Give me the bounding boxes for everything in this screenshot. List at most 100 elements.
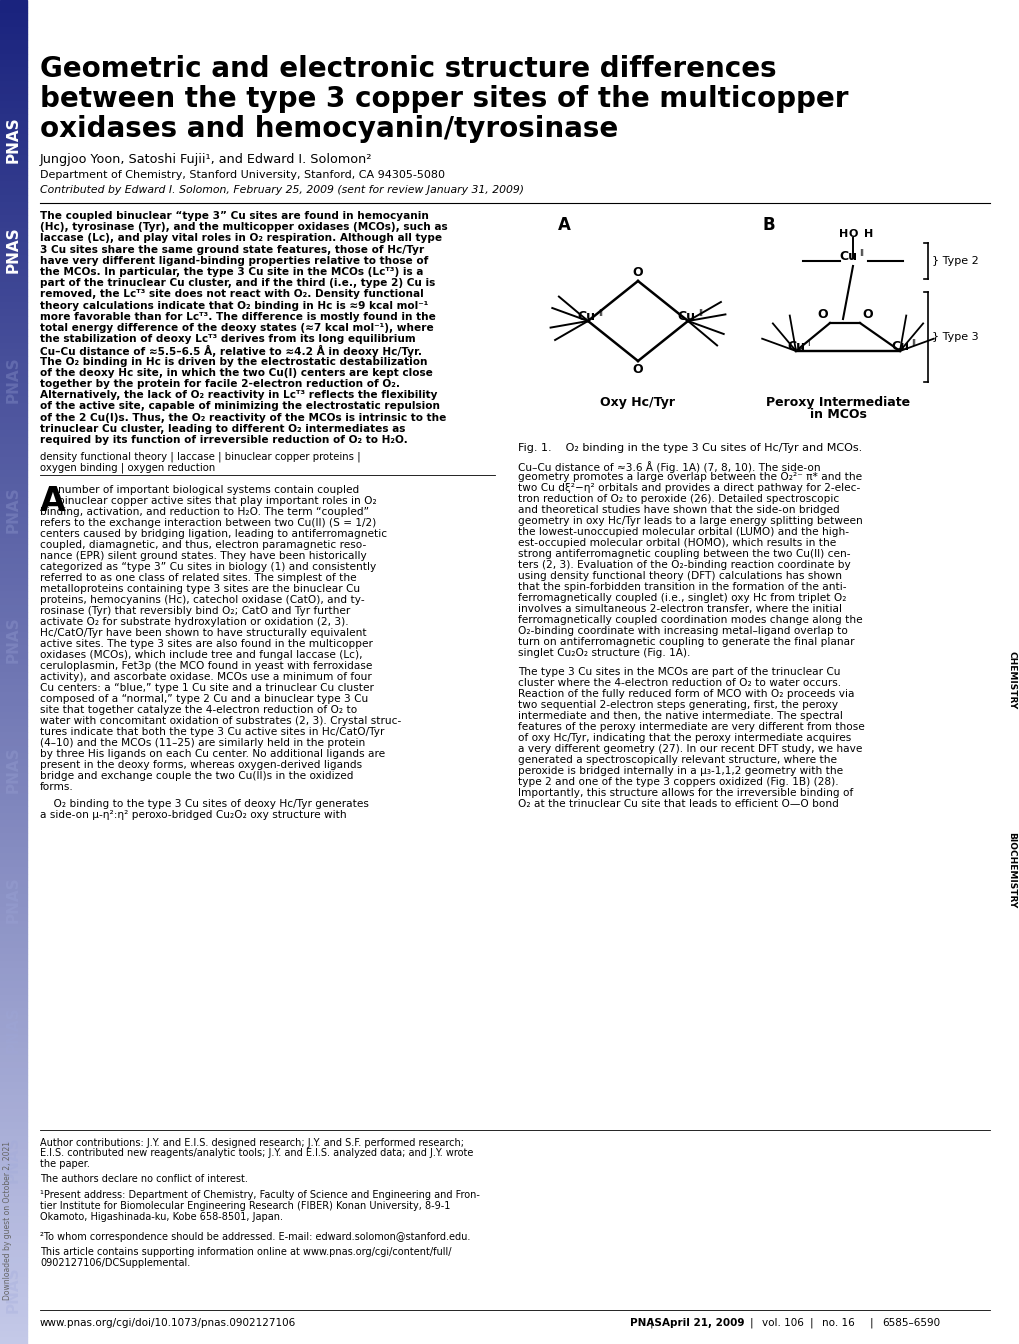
Bar <box>0 1250 26 1257</box>
Bar <box>0 699 26 706</box>
Bar <box>0 820 26 827</box>
Text: Jungjoo Yoon, Satoshi Fujii¹, and Edward I. Solomon²: Jungjoo Yoon, Satoshi Fujii¹, and Edward… <box>40 153 372 167</box>
Text: Importantly, this structure allows for the irreversible binding of: Importantly, this structure allows for t… <box>518 788 853 798</box>
Text: The authors declare no conflict of interest.: The authors declare no conflict of inter… <box>40 1173 248 1184</box>
Text: tier Institute for Biomolecular Engineering Research (FIBER) Konan University, 8: tier Institute for Biomolecular Engineer… <box>40 1202 450 1211</box>
Text: cluster where the 4-electron reduction of O₂ to water occurs.: cluster where the 4-electron reduction o… <box>518 677 841 688</box>
Bar <box>0 1257 26 1263</box>
Bar <box>0 840 26 847</box>
Bar <box>0 282 26 289</box>
Bar <box>0 645 26 652</box>
Bar <box>0 665 26 672</box>
Text: |: | <box>749 1318 753 1328</box>
Text: tures indicate that both the type 3 Cu active sites in Hc/CatO/Tyr: tures indicate that both the type 3 Cu a… <box>40 727 384 738</box>
Bar <box>0 921 26 927</box>
Text: PNAS: PNAS <box>5 1007 20 1054</box>
Text: type 2 and one of the type 3 coppers oxidized (Fig. 1B) (28).: type 2 and one of the type 3 coppers oxi… <box>518 777 838 788</box>
Text: generated a spectroscopically relevant structure, where the: generated a spectroscopically relevant s… <box>518 755 837 765</box>
Text: II: II <box>910 339 915 348</box>
Bar <box>0 1304 26 1310</box>
Bar <box>0 948 26 954</box>
Bar <box>0 20 26 27</box>
Text: A: A <box>40 485 66 519</box>
Text: tron reduction of O₂ to peroxide (26). Detailed spectroscopic: tron reduction of O₂ to peroxide (26). D… <box>518 495 839 504</box>
Bar <box>0 1075 26 1082</box>
Text: between the type 3 copper sites of the multicopper: between the type 3 copper sites of the m… <box>40 85 848 113</box>
Bar <box>0 759 26 766</box>
Bar <box>0 323 26 329</box>
Bar <box>0 276 26 282</box>
Text: of oxy Hc/Tyr, indicating that the peroxy intermediate acquires: of oxy Hc/Tyr, indicating that the perox… <box>518 732 851 743</box>
Bar <box>0 208 26 215</box>
Bar <box>0 417 26 423</box>
Bar <box>0 228 26 235</box>
Bar <box>0 551 26 558</box>
Text: density functional theory | laccase | binuclear copper proteins |: density functional theory | laccase | bi… <box>40 452 361 462</box>
Bar <box>0 155 26 161</box>
Bar <box>0 1263 26 1270</box>
Bar <box>0 1223 26 1230</box>
Text: PNAS: PNAS <box>5 876 20 923</box>
Bar <box>0 706 26 712</box>
Text: PNAS: PNAS <box>5 617 20 664</box>
Bar <box>0 517 26 524</box>
Bar <box>0 1042 26 1048</box>
Text: part of the trinuclear Cu cluster, and if the third (i.e., type 2) Cu is: part of the trinuclear Cu cluster, and i… <box>40 278 435 288</box>
Bar <box>0 672 26 679</box>
Bar <box>0 612 26 618</box>
Bar <box>0 786 26 793</box>
Bar <box>0 504 26 511</box>
Bar <box>0 874 26 880</box>
Bar <box>0 934 26 941</box>
Bar <box>0 625 26 632</box>
Bar <box>0 316 26 323</box>
Bar <box>0 1290 26 1297</box>
Bar <box>0 578 26 585</box>
Bar <box>0 376 26 383</box>
Bar <box>0 195 26 202</box>
Text: (4–10) and the MCOs (11–25) are similarly held in the protein: (4–10) and the MCOs (11–25) are similarl… <box>40 738 365 749</box>
Text: Downloaded by guest on October 2, 2021: Downloaded by guest on October 2, 2021 <box>3 1141 12 1300</box>
Text: Oxy Hc/Tyr: Oxy Hc/Tyr <box>600 396 675 409</box>
Bar <box>0 457 26 464</box>
Text: Cu: Cu <box>839 250 856 262</box>
Text: Department of Chemistry, Stanford University, Stanford, CA 94305-5080: Department of Chemistry, Stanford Univer… <box>40 169 444 180</box>
Text: have very different ligand-binding properties relative to those of: have very different ligand-binding prope… <box>40 255 428 266</box>
Bar <box>0 0 26 7</box>
Text: present in the deoxy forms, whereas oxygen-derived ligands: present in the deoxy forms, whereas oxyg… <box>40 761 362 770</box>
Bar <box>0 390 26 396</box>
Bar <box>0 1189 26 1196</box>
Text: two Cu dξ²−η² orbitals and provides a direct pathway for 2-elec-: two Cu dξ²−η² orbitals and provides a di… <box>518 482 859 493</box>
Bar <box>0 605 26 612</box>
Bar <box>0 269 26 276</box>
Bar <box>0 1203 26 1210</box>
Text: the MCOs. In particular, the type 3 Cu site in the MCOs (Lcᵀ³) is a: the MCOs. In particular, the type 3 Cu s… <box>40 267 423 277</box>
Bar <box>0 484 26 491</box>
Text: PNAS: PNAS <box>630 1318 661 1328</box>
Text: required by its function of irreversible reduction of O₂ to H₂O.: required by its function of irreversible… <box>40 435 408 445</box>
Text: Geometric and electronic structure differences: Geometric and electronic structure diffe… <box>40 55 775 83</box>
Text: laccase (Lc), and play vital roles in O₂ respiration. Although all type: laccase (Lc), and play vital roles in O₂… <box>40 234 441 243</box>
Bar <box>0 833 26 840</box>
Text: O: O <box>848 228 857 239</box>
Bar <box>0 356 26 363</box>
Bar <box>0 907 26 914</box>
Bar <box>0 1331 26 1337</box>
Bar <box>0 1337 26 1344</box>
Text: bridge and exchange couple the two Cu(II)s in the oxidized: bridge and exchange couple the two Cu(II… <box>40 771 354 781</box>
Text: nance (EPR) silent ground states. They have been historically: nance (EPR) silent ground states. They h… <box>40 551 367 562</box>
Bar <box>0 712 26 719</box>
Bar <box>0 632 26 638</box>
Bar <box>0 894 26 900</box>
Text: geometry promotes a large overlap between the O₂²⁻ π* and the: geometry promotes a large overlap betwee… <box>518 472 861 482</box>
Bar <box>0 47 26 54</box>
Bar <box>0 1008 26 1015</box>
Bar <box>0 40 26 47</box>
Text: more favorable than for Lcᵀ³. The difference is mostly found in the: more favorable than for Lcᵀ³. The differ… <box>40 312 435 321</box>
Bar <box>0 1176 26 1183</box>
Text: using density functional theory (DFT) calculations has shown: using density functional theory (DFT) ca… <box>518 571 841 581</box>
Text: PNAS: PNAS <box>5 1137 20 1183</box>
Text: Alternatively, the lack of O₂ reactivity in Lcᵀ³ reflects the flexibility: Alternatively, the lack of O₂ reactivity… <box>40 390 437 401</box>
Bar <box>0 383 26 390</box>
Bar <box>0 262 26 269</box>
